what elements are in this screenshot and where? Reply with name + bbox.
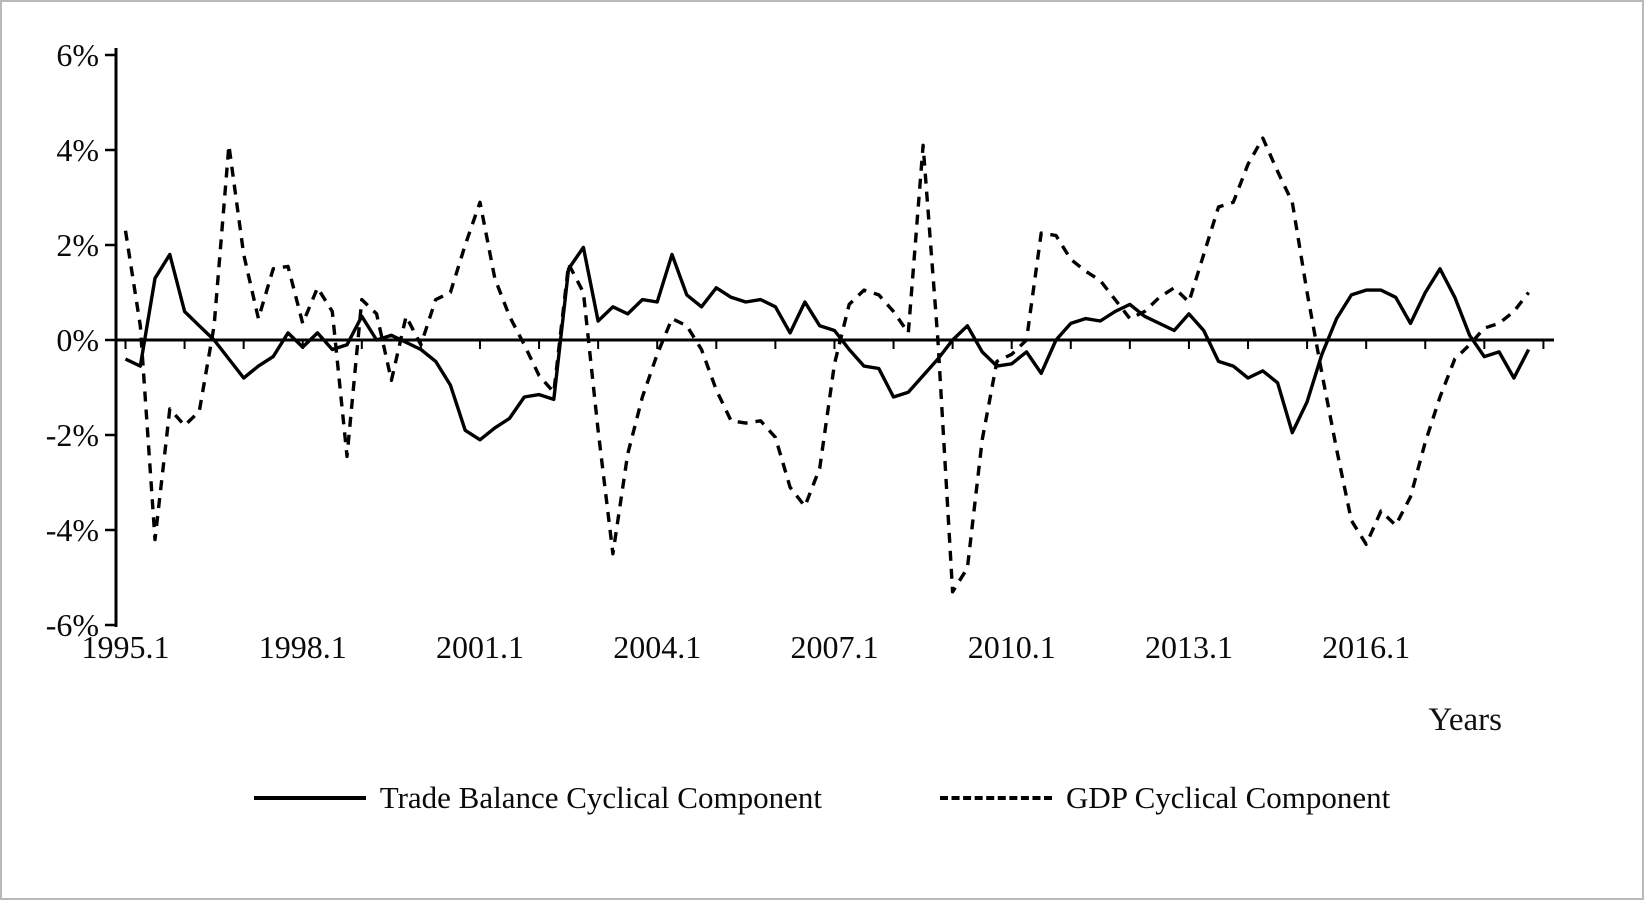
- x-tick-label: 2010.1: [968, 629, 1056, 665]
- x-tick-label: 1998.1: [259, 629, 347, 665]
- y-tick-label: 2%: [56, 227, 99, 263]
- y-tick-label: -4%: [46, 512, 99, 548]
- series-trade-balance-line: [124, 245, 1531, 442]
- x-tick-label: 2007.1: [790, 629, 878, 665]
- x-tick-label: 2016.1: [1322, 629, 1410, 665]
- x-tick-label: 1995.1: [82, 629, 170, 665]
- legend-label-gdp: GDP Cyclical Component: [1065, 780, 1391, 815]
- x-axis-title: Years: [1428, 702, 1502, 738]
- legend-item-gdp: GDP Cyclical Component: [939, 780, 1391, 816]
- y-tick-label: -2%: [46, 417, 99, 453]
- legend-item-trade-balance: Trade Balance Cyclical Component: [253, 780, 822, 816]
- y-tick-label: 0%: [56, 322, 99, 358]
- y-tick-label: -6%: [46, 607, 99, 643]
- x-tick-label: 2001.1: [436, 629, 524, 665]
- legend-label-trade-balance: Trade Balance Cyclical Component: [379, 780, 822, 815]
- dashed-line-sample-icon: [939, 796, 1052, 800]
- y-tick-label: 6%: [56, 37, 99, 73]
- legend: Trade Balance Cyclical Component GDP Cyc…: [2, 780, 1642, 816]
- x-tick-label: 2004.1: [613, 629, 701, 665]
- solid-line-sample-icon: [253, 796, 366, 800]
- x-tick-label: 2013.1: [1145, 629, 1233, 665]
- y-tick-label: 4%: [56, 132, 99, 168]
